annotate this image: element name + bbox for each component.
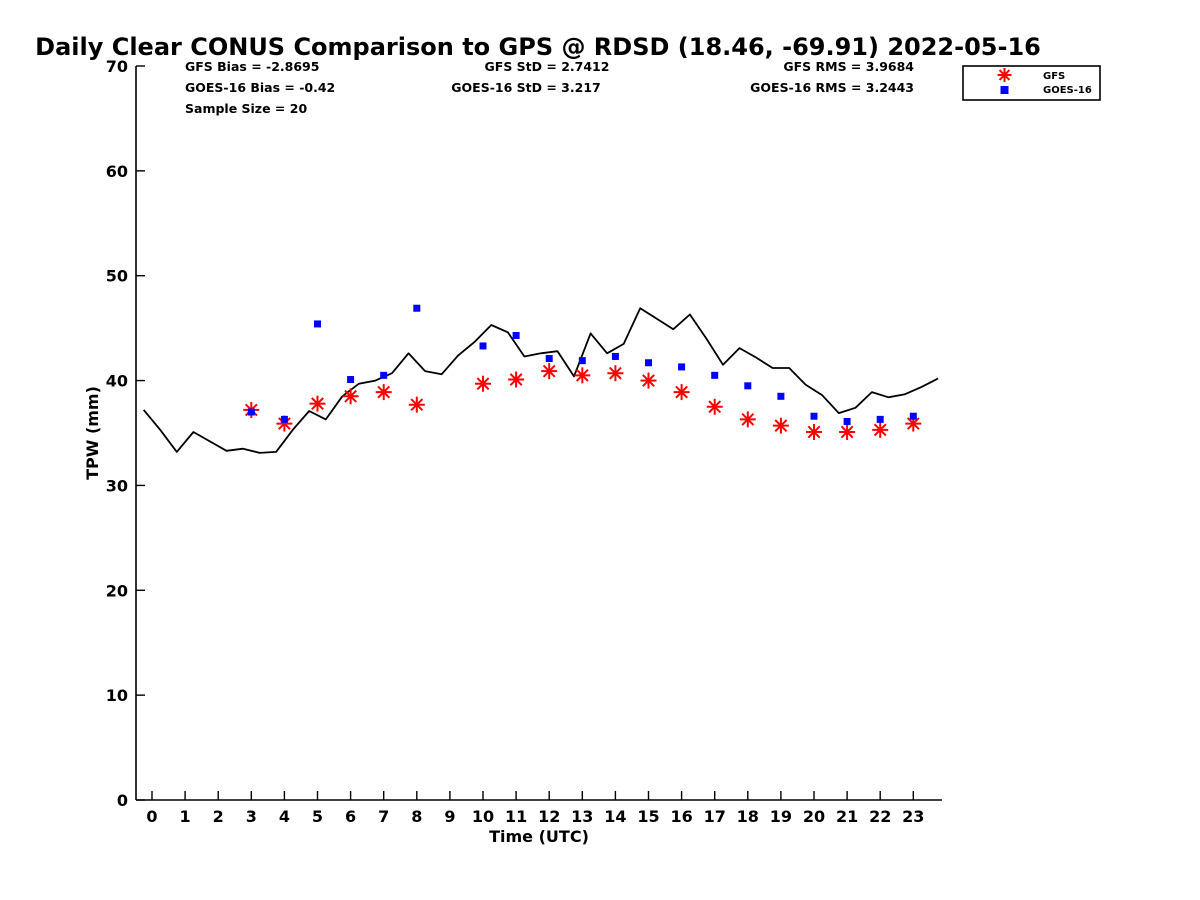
goes-point [545,355,553,363]
gfs-bias-stat: GFS Bias = -2.8695 [185,59,319,74]
goes-bias-stat: GOES-16 Bias = -0.42 [185,80,335,95]
goes-point [777,392,785,400]
goes-point [810,412,818,420]
y-tick-label: 0 [117,791,128,810]
legend-gfs-label: GFS [1043,71,1065,82]
x-tick-label: 15 [637,807,659,826]
x-tick-label: 0 [146,807,157,826]
x-tick-label: 1 [180,807,191,826]
x-tick-label: 9 [444,807,455,826]
gfs-point [706,398,723,415]
gfs-point [739,411,756,428]
gfs-point [541,363,558,380]
x-tick-label: 8 [411,807,422,826]
goes-rms-stat: GOES-16 RMS = 3.2443 [750,80,914,95]
gfs-point [607,365,624,382]
y-tick-label: 20 [106,581,128,600]
x-axis-label: Time (UTC) [489,827,589,846]
gfs-point [640,372,657,389]
x-tick-label: 5 [312,807,323,826]
gfs-point [309,395,326,412]
y-tick-label: 50 [106,267,128,286]
gfs-point [508,371,525,388]
x-tick-label: 21 [836,807,858,826]
goes-point [479,342,487,350]
chart-title: Daily Clear CONUS Comparison to GPS @ RD… [35,33,1041,61]
gfs-point [772,417,789,434]
x-tick-label: 18 [737,807,759,826]
y-tick-label: 30 [106,476,128,495]
gfs-point [673,384,690,401]
x-tick-label: 12 [538,807,560,826]
legend-box [962,65,1101,101]
x-tick-label: 17 [704,807,726,826]
x-tick-label: 7 [378,807,389,826]
goes-point [876,415,884,423]
goes-std-stat: GOES-16 StD = 3.217 [451,80,600,95]
goes-point [347,376,355,384]
gfs-point [408,396,425,413]
x-tick-label: 11 [505,807,527,826]
goes-point [645,359,652,367]
stats-block: GFS Bias = -2.8695 GOES-16 Bias = -0.42 … [185,59,914,116]
x-tick-label: 13 [571,807,593,826]
x-tick-label: 10 [472,807,494,826]
goes-point [711,371,719,379]
gfs-point [839,423,856,440]
goes-point [413,304,421,312]
gfs-std-stat: GFS StD = 2.7412 [485,59,610,74]
gfs-rms-stat: GFS RMS = 3.9684 [783,59,914,74]
gps-line [143,307,939,454]
legend-gfs-asterisk [997,68,1012,82]
y-tick-label: 60 [106,162,128,181]
goes-point [678,363,686,371]
x-tick-label: 23 [902,807,924,826]
goes-point [578,357,586,365]
goes-point [744,382,752,390]
axes [135,65,942,801]
gfs-point [574,367,591,384]
goes-point [611,352,619,360]
x-tick-label: 22 [869,807,891,826]
y-tick-label: 40 [106,372,128,391]
goes-point [909,412,917,420]
sample-size-stat: Sample Size = 20 [185,101,307,116]
x-tick-label: 19 [770,807,792,826]
y-tick-label: 70 [106,57,128,76]
gfs-point [342,388,359,405]
gfs-point [806,423,822,440]
data-series [143,304,939,454]
goes-point [843,417,851,425]
legend-gfs-marker [997,68,1012,82]
goes-point [280,415,288,423]
x-tick-label: 6 [345,807,356,826]
y-axis-label: TPW (mm) [83,386,102,480]
x-tick-label: 20 [803,807,825,826]
legend-goes-marker [1000,86,1009,94]
legend: GFS GOES-16 [962,65,1101,101]
x-tick-label: 3 [246,807,257,826]
y-tick-label: 10 [106,686,128,705]
goes-point [512,331,520,339]
x-tick-label: 14 [604,807,626,826]
legend-goes-label: GOES-16 [1043,85,1092,96]
gfs-point [375,384,392,401]
x-tick-label: 16 [670,807,692,826]
goes-point [380,371,388,379]
goes-point [314,320,321,328]
goes-point [247,408,255,416]
gfs-point [872,421,889,438]
x-tick-label: 2 [213,807,224,826]
x-tick-label: 4 [279,807,290,826]
gfs-point [475,375,491,392]
